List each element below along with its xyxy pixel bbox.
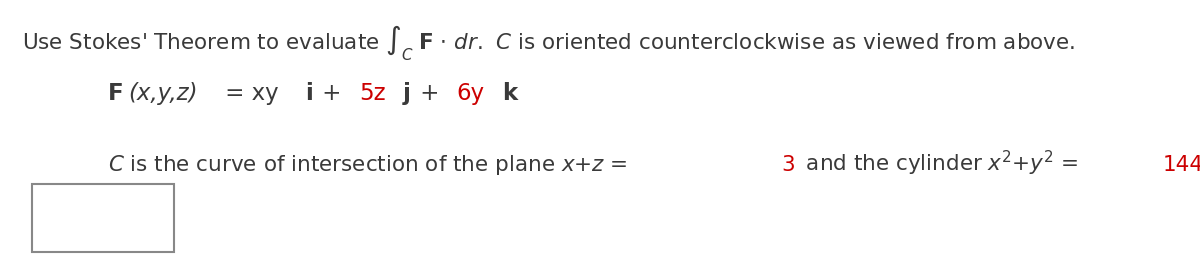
Text: F: F xyxy=(108,82,124,105)
Text: (x,y,z): (x,y,z) xyxy=(128,82,198,105)
Text: i: i xyxy=(306,82,313,105)
Text: Use Stokes' Theorem to evaluate $\int_C\!\,$ $\mathbf{F}$ $\cdot$ $\mathit{dr}$.: Use Stokes' Theorem to evaluate $\int_C\… xyxy=(22,24,1075,63)
Text: and the cylinder $x^2$+$y^2$ =: and the cylinder $x^2$+$y^2$ = xyxy=(799,149,1081,178)
Text: j: j xyxy=(402,82,410,105)
Text: +: + xyxy=(413,82,446,105)
Text: = xy: = xy xyxy=(218,82,286,105)
Text: +: + xyxy=(316,82,349,105)
Text: 144.: 144. xyxy=(1163,155,1200,175)
Text: 5z: 5z xyxy=(359,82,385,105)
Text: 6y: 6y xyxy=(456,82,484,105)
Bar xyxy=(32,184,174,252)
Text: k: k xyxy=(502,82,517,105)
Text: 3: 3 xyxy=(781,155,796,175)
Text: $C$ is the curve of intersection of the plane $x$+$z$ =: $C$ is the curve of intersection of the … xyxy=(108,153,630,177)
